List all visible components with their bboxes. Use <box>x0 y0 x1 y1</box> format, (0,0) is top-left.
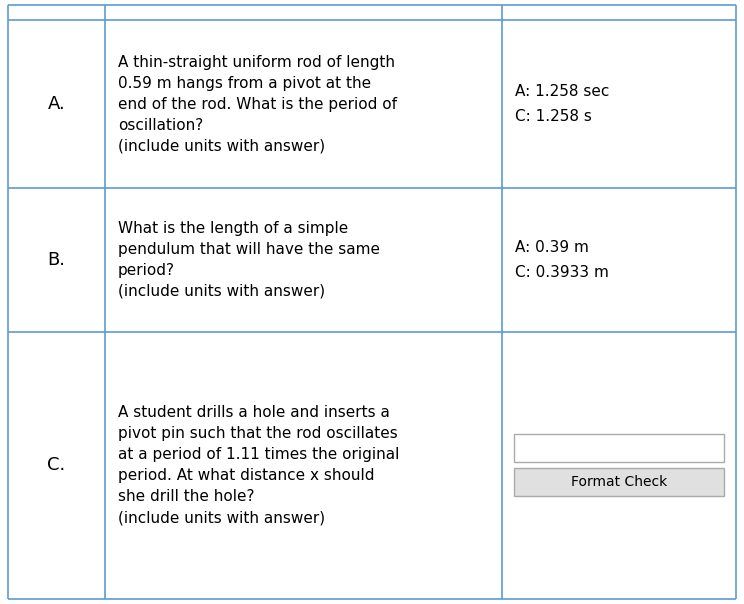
Text: C.: C. <box>48 457 65 474</box>
Text: A thin-straight uniform rod of length
0.59 m hangs from a pivot at the
end of th: A thin-straight uniform rod of length 0.… <box>118 55 397 153</box>
Text: Format Check: Format Check <box>571 475 667 489</box>
Text: A student drills a hole and inserts a
pivot pin such that the rod oscillates
at : A student drills a hole and inserts a pi… <box>118 405 400 525</box>
Bar <box>513 434 724 462</box>
Text: A: 0.39 m
C: 0.3933 m: A: 0.39 m C: 0.3933 m <box>515 240 609 280</box>
Text: B.: B. <box>48 251 65 269</box>
Text: What is the length of a simple
pendulum that will have the same
period?
(include: What is the length of a simple pendulum … <box>118 221 380 299</box>
Bar <box>513 468 724 496</box>
Text: A.: A. <box>48 95 65 113</box>
Text: A: 1.258 sec
C: 1.258 s: A: 1.258 sec C: 1.258 s <box>515 85 609 124</box>
